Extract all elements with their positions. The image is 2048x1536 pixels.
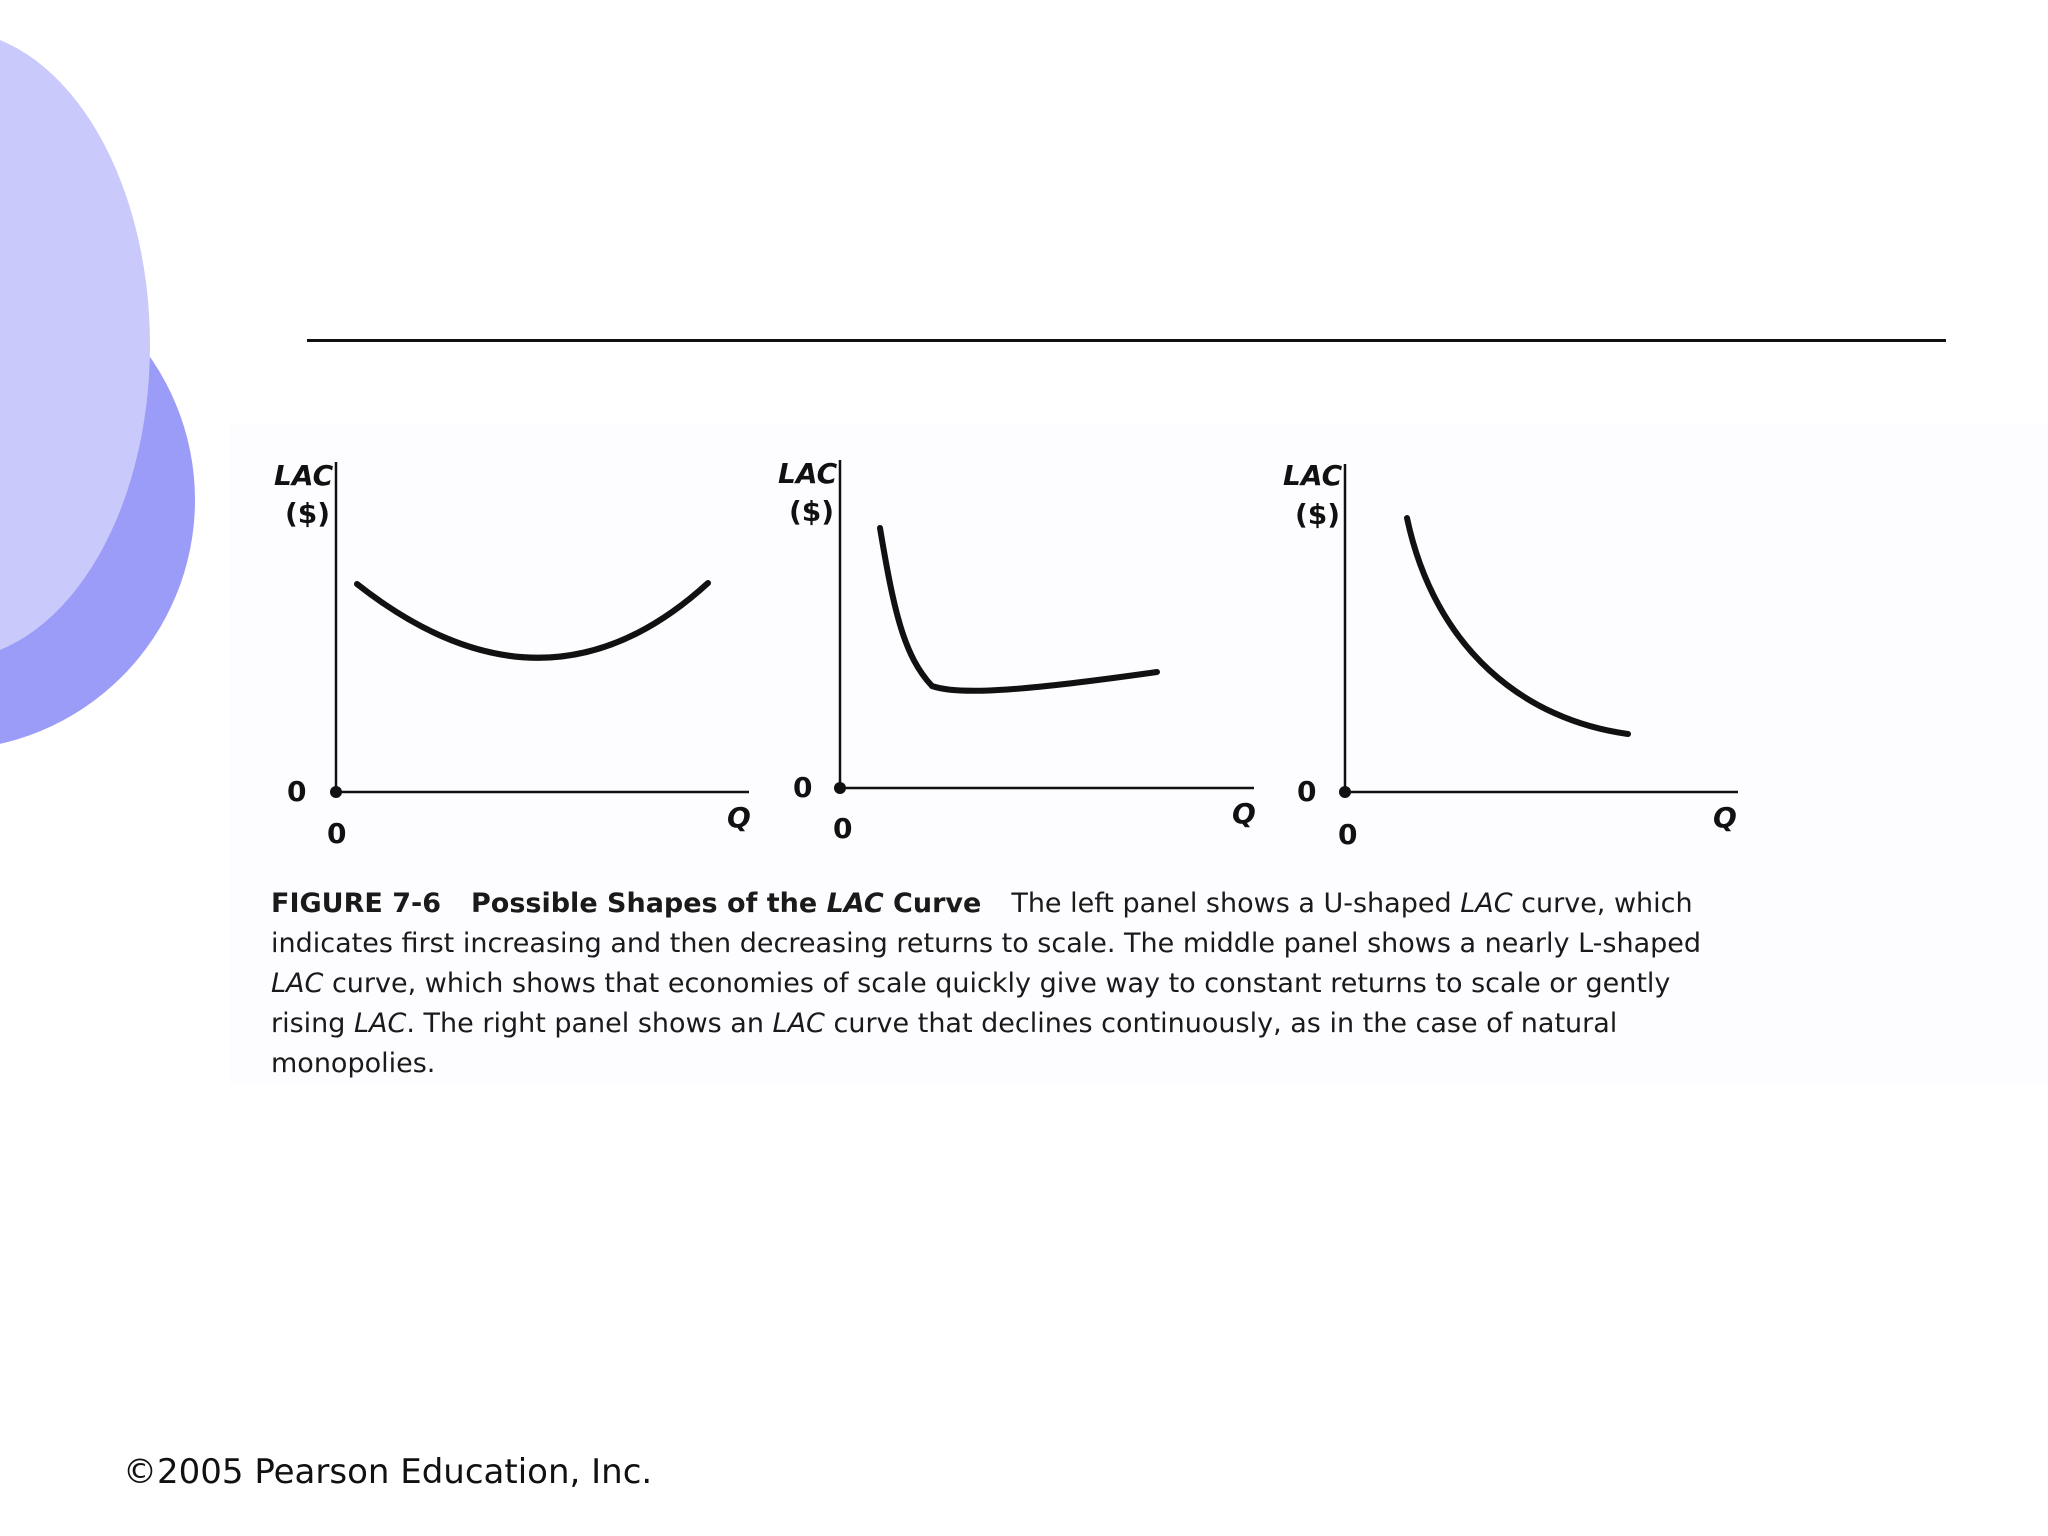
decorative-circle-front [0, 40, 150, 650]
caption-lac-4: LAC [772, 1008, 825, 1039]
title-divider [307, 339, 1946, 342]
y-axis-unit: ($) [1295, 498, 1341, 531]
caption-lac-3: LAC [354, 1008, 407, 1039]
caption-text-4: . The right panel shows an [406, 1008, 773, 1039]
origin-dot [330, 786, 342, 798]
x-axis-label: Q [727, 801, 751, 834]
lac-curve-l-shaped [877, 525, 1160, 694]
y-origin-label: 0 [1297, 775, 1317, 808]
panel-right: LAC ($) 0 0 Q [1275, 450, 1775, 860]
y-axis-label: LAC [1283, 459, 1343, 492]
x-origin-label: 0 [833, 812, 853, 845]
y-origin-label: 0 [287, 775, 307, 808]
figure-background [230, 425, 2048, 1085]
caption-text-2: curve, which indicates first increasing … [271, 888, 1702, 959]
y-axis-label: LAC [778, 457, 838, 490]
figure-title-suffix: Curve [883, 888, 982, 919]
lac-curve-declining [1404, 515, 1631, 737]
x-origin-label: 0 [327, 817, 347, 850]
y-axis-label: LAC [274, 459, 334, 492]
panel-left: LAC ($) 0 0 Q [265, 450, 765, 860]
panel-middle: LAC ($) 0 0 Q [770, 450, 1270, 860]
origin-dot [1339, 786, 1351, 798]
lac-curve-u-shaped [354, 580, 711, 661]
figure-title-prefix: Possible Shapes of the [471, 888, 827, 919]
y-axis-unit: ($) [285, 497, 331, 530]
decorative-circles [0, 40, 195, 744]
caption-lac-1: LAC [1460, 888, 1513, 919]
caption-text-1: The left panel shows a U-shaped [1011, 888, 1461, 919]
panel-left-plot [330, 462, 749, 798]
figure-title: Possible Shapes of the LAC Curve [471, 888, 981, 919]
panel-middle-plot [834, 460, 1254, 794]
panel-right-plot [1339, 464, 1738, 798]
caption-text-3: curve, which shows that economies of sca… [271, 968, 1671, 1039]
origin-dot [834, 782, 846, 794]
x-axis-label: Q [1232, 797, 1256, 830]
caption-text-5: curve that declines continuously, as in … [271, 1008, 1618, 1079]
copyright-footer: ©2005 Pearson Education, Inc. [123, 1452, 653, 1492]
figure-number: FIGURE 7-6 [271, 888, 441, 919]
x-origin-label: 0 [1338, 818, 1358, 851]
y-axis-unit: ($) [789, 495, 835, 528]
caption-lac-2: LAC [271, 968, 324, 999]
x-axis-label: Q [1713, 801, 1737, 834]
figure-caption: FIGURE 7-6 Possible Shapes of the LAC Cur… [271, 884, 1751, 1084]
figure-title-italic: LAC [826, 888, 884, 919]
y-origin-label: 0 [793, 771, 813, 804]
